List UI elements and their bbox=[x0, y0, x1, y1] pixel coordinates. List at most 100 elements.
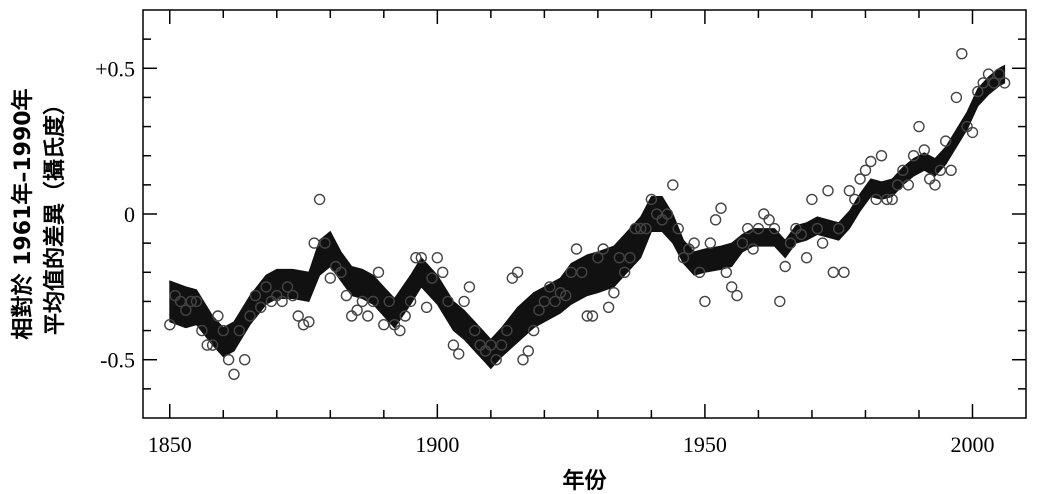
annual-point bbox=[212, 310, 224, 322]
annual-point bbox=[367, 295, 379, 308]
annual-point bbox=[276, 295, 288, 308]
y-axis-label-line1: 相對於 1961年–1990年 bbox=[10, 88, 36, 339]
annual-point bbox=[635, 222, 647, 235]
annual-point bbox=[800, 252, 813, 264]
annual-point bbox=[875, 149, 888, 162]
annual-point bbox=[950, 91, 963, 104]
annual-point bbox=[453, 348, 465, 360]
annual-point bbox=[998, 77, 1011, 89]
annual-point bbox=[779, 260, 791, 273]
annual-point bbox=[378, 319, 390, 331]
annual-point bbox=[287, 289, 299, 302]
annual-point bbox=[902, 179, 914, 191]
annual-point bbox=[838, 266, 850, 278]
annual-point bbox=[806, 193, 818, 206]
annual-point bbox=[747, 243, 759, 255]
annual-point bbox=[313, 193, 326, 206]
annual-point bbox=[624, 252, 636, 264]
annual-point bbox=[667, 179, 679, 191]
annual-point bbox=[549, 295, 561, 308]
annual-point bbox=[319, 237, 331, 249]
annual-point bbox=[763, 214, 775, 226]
x-tick-label: 2000 bbox=[950, 432, 994, 457]
annual-point bbox=[602, 301, 615, 313]
annual-point bbox=[303, 316, 315, 328]
annual-point bbox=[726, 281, 738, 293]
annual-point bbox=[977, 77, 989, 89]
plot-frame bbox=[142, 9, 1027, 419]
annual-point bbox=[206, 339, 219, 351]
annual-point bbox=[661, 208, 674, 220]
annual-point bbox=[447, 339, 460, 351]
y-tick-label: -0.5 bbox=[100, 348, 135, 373]
annual-point bbox=[164, 319, 176, 331]
annual-point bbox=[924, 173, 936, 185]
annual-point bbox=[972, 85, 984, 98]
annual-point bbox=[522, 345, 534, 357]
annual-point bbox=[843, 184, 856, 197]
annual-point bbox=[404, 295, 417, 308]
annual-point bbox=[437, 266, 449, 278]
annual-point bbox=[490, 354, 502, 366]
annual-point bbox=[613, 252, 625, 264]
annual-point bbox=[196, 324, 208, 337]
annual-point bbox=[511, 266, 524, 278]
annual-point bbox=[677, 252, 690, 264]
smoothed-band bbox=[169, 64, 1006, 370]
annual-point bbox=[340, 289, 353, 302]
annual-point bbox=[501, 324, 513, 337]
annual-point bbox=[217, 324, 230, 337]
annual-point bbox=[244, 310, 256, 322]
annual-point bbox=[255, 301, 267, 313]
annual-point bbox=[592, 252, 604, 264]
annual-point bbox=[849, 193, 861, 206]
annual-point bbox=[982, 68, 995, 80]
annual-point bbox=[966, 126, 979, 139]
annual-point bbox=[940, 135, 952, 147]
annual-point bbox=[420, 301, 433, 313]
annual-point bbox=[715, 202, 727, 214]
y-axis-label-line2: 平均值的差異（攝氏度） bbox=[42, 93, 68, 335]
x-tick-label: 1950 bbox=[683, 432, 727, 457]
annual-point bbox=[608, 287, 620, 299]
annual-point bbox=[281, 281, 294, 293]
annual-point bbox=[431, 252, 443, 264]
annual-point bbox=[228, 368, 240, 380]
annual-point bbox=[811, 222, 823, 235]
annual-point bbox=[185, 295, 197, 308]
annual-point bbox=[351, 304, 363, 316]
annual-point bbox=[415, 252, 427, 264]
annual-point bbox=[993, 68, 1005, 80]
y-tick-label: 0 bbox=[124, 202, 135, 227]
annual-point bbox=[394, 324, 406, 337]
annual-point bbox=[372, 266, 385, 278]
annual-point bbox=[533, 304, 545, 316]
annual-point bbox=[362, 310, 374, 322]
annual-point bbox=[570, 243, 583, 255]
annual-point bbox=[907, 149, 920, 162]
annual-point bbox=[693, 266, 706, 278]
annual-point bbox=[544, 281, 556, 293]
annual-point bbox=[929, 179, 941, 191]
annual-point bbox=[881, 193, 893, 206]
annual-point bbox=[629, 222, 641, 235]
annual-point bbox=[554, 287, 567, 299]
annual-point bbox=[506, 272, 518, 284]
annual-point bbox=[752, 222, 765, 235]
annual-point bbox=[865, 155, 877, 168]
annual-point bbox=[640, 222, 652, 235]
annual-point bbox=[560, 289, 572, 302]
annual-point bbox=[233, 324, 246, 337]
annual-point bbox=[297, 319, 310, 331]
annual-point bbox=[399, 310, 411, 322]
annual-point bbox=[576, 266, 588, 278]
annual-point bbox=[260, 281, 272, 293]
annual-point bbox=[816, 237, 829, 249]
annual-point bbox=[913, 120, 925, 133]
x-tick-label: 1900 bbox=[415, 432, 459, 457]
annual-point bbox=[854, 173, 866, 185]
annual-point bbox=[292, 310, 304, 322]
x-tick-label: 1850 bbox=[148, 432, 192, 457]
annual-point bbox=[795, 228, 807, 241]
